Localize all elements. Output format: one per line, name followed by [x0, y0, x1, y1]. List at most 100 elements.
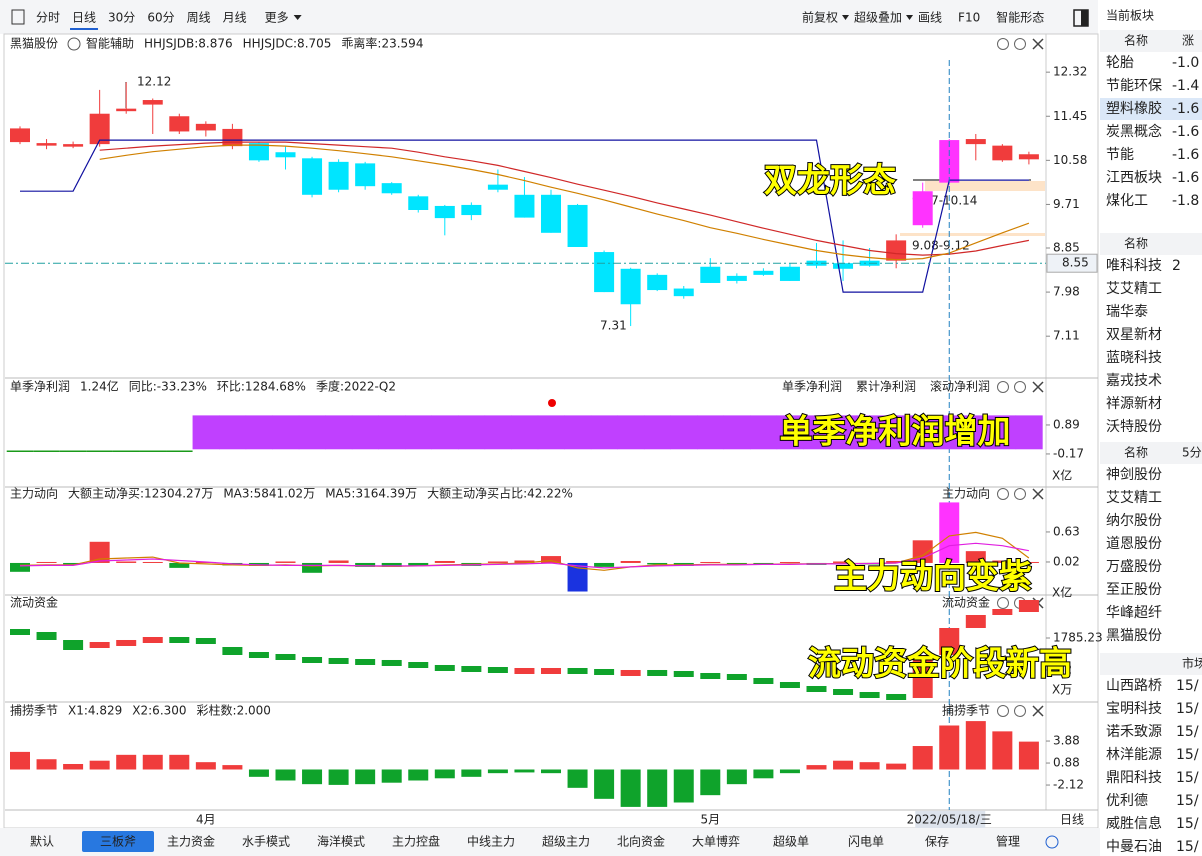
bottom-tab[interactable]: 保存	[925, 835, 949, 849]
bottom-tab[interactable]: 超级单	[773, 834, 809, 849]
indicator-tab[interactable]: 滚动净利润	[930, 379, 990, 394]
profit-bar	[484, 415, 512, 450]
bottom-tab[interactable]: 海洋模式	[317, 834, 365, 849]
row-name[interactable]: 山西路桥	[1106, 678, 1162, 694]
row-name[interactable]: 威胜信息	[1106, 815, 1162, 832]
column-header: 名称	[1124, 236, 1148, 251]
bottom-tab[interactable]: 主力控盘	[392, 834, 440, 849]
panel-icon[interactable]	[1014, 381, 1026, 393]
panel-icon[interactable]	[1014, 38, 1026, 50]
row-name[interactable]: 塑料橡胶	[1106, 100, 1162, 117]
legend-item: 大额主动净买占比:42.22%	[427, 486, 573, 501]
row-name[interactable]: 蓝晓科技	[1106, 350, 1162, 366]
indicator-dropdown[interactable]	[67, 37, 81, 51]
legend-item: 彩柱数:2.000	[197, 703, 271, 718]
value-bar	[434, 560, 455, 563]
indicator-tab[interactable]: 累计净利润	[856, 380, 916, 394]
period-tab[interactable]: 60分	[147, 11, 174, 25]
period-tab[interactable]: 日线	[72, 11, 96, 25]
bottom-tab[interactable]: 管理	[996, 834, 1020, 849]
value-bar	[620, 560, 641, 563]
candle-body	[594, 252, 615, 293]
tool-button[interactable]: 前复权	[802, 10, 838, 25]
row-name[interactable]: 双星新材	[1106, 327, 1162, 343]
candle-body	[567, 204, 588, 247]
candle-body	[514, 194, 535, 218]
bottom-tab[interactable]: 中线主力	[467, 834, 515, 849]
panel-icon[interactable]	[997, 597, 1009, 609]
panel-close[interactable]	[1032, 705, 1044, 717]
row-name[interactable]: 宝明科技	[1106, 701, 1162, 717]
bottom-tab[interactable]: 主力资金	[167, 834, 215, 849]
row-name[interactable]: 神剑股份	[1106, 467, 1162, 483]
flow-bar	[965, 615, 986, 628]
bottom-tab[interactable]: 默认	[30, 834, 54, 849]
row-name[interactable]: 林洋能源	[1106, 747, 1162, 763]
row-name[interactable]: 沃特股份	[1106, 419, 1162, 435]
row-name[interactable]: 纳尔股份	[1106, 513, 1162, 529]
row-name[interactable]: 艾艾精工	[1106, 490, 1162, 506]
panel-icon[interactable]	[1014, 488, 1026, 500]
panel-close[interactable]	[1032, 38, 1044, 50]
row-name[interactable]: 华峰超纤	[1106, 605, 1162, 621]
row-name[interactable]: 唯科科技	[1106, 258, 1162, 274]
row-name[interactable]: 艾艾精工	[1106, 281, 1162, 297]
bottom-tab[interactable]: 水手模式	[242, 835, 290, 849]
value-bar	[222, 765, 243, 770]
panel-icon[interactable]	[997, 38, 1009, 50]
candle-body	[381, 183, 402, 194]
scroll-button[interactable]	[1045, 835, 1059, 849]
panel-close[interactable]	[1032, 488, 1044, 500]
row-name[interactable]: 鼎阳科技	[1106, 770, 1162, 786]
bottom-tab[interactable]: 三板斧	[100, 835, 136, 849]
indicator-name[interactable]: 智能辅助	[86, 36, 134, 51]
period-tab[interactable]: 月线	[223, 11, 247, 25]
value-bar	[487, 561, 508, 563]
panel-icon[interactable]	[1014, 705, 1026, 717]
indicator-tab[interactable]: 单季净利润	[782, 380, 842, 394]
tool-button[interactable]: 智能形态	[996, 10, 1044, 25]
period-tab[interactable]: 30分	[108, 11, 135, 25]
row-name[interactable]: 轮胎	[1106, 55, 1134, 71]
panel-icon[interactable]	[997, 381, 1009, 393]
row-name[interactable]: 优利德	[1106, 793, 1148, 809]
event-marker[interactable]	[548, 399, 556, 407]
candle-body	[1018, 154, 1039, 160]
tool-button[interactable]: F10	[958, 11, 980, 25]
menu-icon[interactable]	[11, 9, 25, 25]
bottom-tab[interactable]: 北向资金	[617, 834, 665, 849]
indicator-tab[interactable]: 捕捞季节	[942, 703, 990, 718]
panel-icon[interactable]	[997, 488, 1009, 500]
row-name[interactable]: 江西板块	[1106, 170, 1162, 186]
profit-bar	[298, 415, 326, 450]
bottom-tab[interactable]: 闪电单	[848, 835, 884, 849]
bottom-tab[interactable]: 超级主力	[542, 834, 590, 849]
indicator-tab[interactable]: 主力动向	[942, 486, 990, 501]
row-name[interactable]: 中曼石油	[1106, 839, 1162, 855]
row-name[interactable]: 道恩股份	[1106, 536, 1162, 552]
panel-icon[interactable]	[997, 705, 1009, 717]
row-name[interactable]: 祥源新材	[1106, 396, 1162, 412]
panel-close[interactable]	[1032, 381, 1044, 393]
indicator-tab[interactable]: 流动资金	[942, 595, 990, 610]
tool-button[interactable]: 画线	[918, 11, 942, 25]
row-name[interactable]: 瑞华泰	[1106, 304, 1148, 320]
row-name[interactable]: 诺禾致源	[1106, 724, 1162, 740]
row-name[interactable]: 节能环保	[1106, 78, 1162, 94]
row-name[interactable]: 至正股份	[1106, 582, 1162, 598]
row-name[interactable]: 黑猫股份	[1106, 628, 1162, 644]
period-tab[interactable]: 分时	[36, 11, 60, 25]
row-name[interactable]: 万盛股份	[1106, 559, 1162, 575]
row-name[interactable]: 煤化工	[1106, 193, 1148, 209]
row-name[interactable]: 炭黑概念	[1106, 123, 1162, 140]
tool-button[interactable]: 超级叠加	[854, 10, 902, 25]
more-menu[interactable]: 更多	[265, 11, 289, 25]
row-name[interactable]: 节能	[1106, 147, 1134, 163]
selected-row[interactable]	[1100, 98, 1202, 120]
row-name[interactable]: 嘉戎技术	[1106, 373, 1162, 389]
value-bar	[753, 562, 774, 565]
candle-body	[195, 123, 216, 131]
bottom-tab[interactable]: 大单博弈	[692, 834, 740, 849]
y-tick-label: -0.17	[1053, 446, 1084, 460]
period-tab[interactable]: 周线	[187, 11, 211, 25]
